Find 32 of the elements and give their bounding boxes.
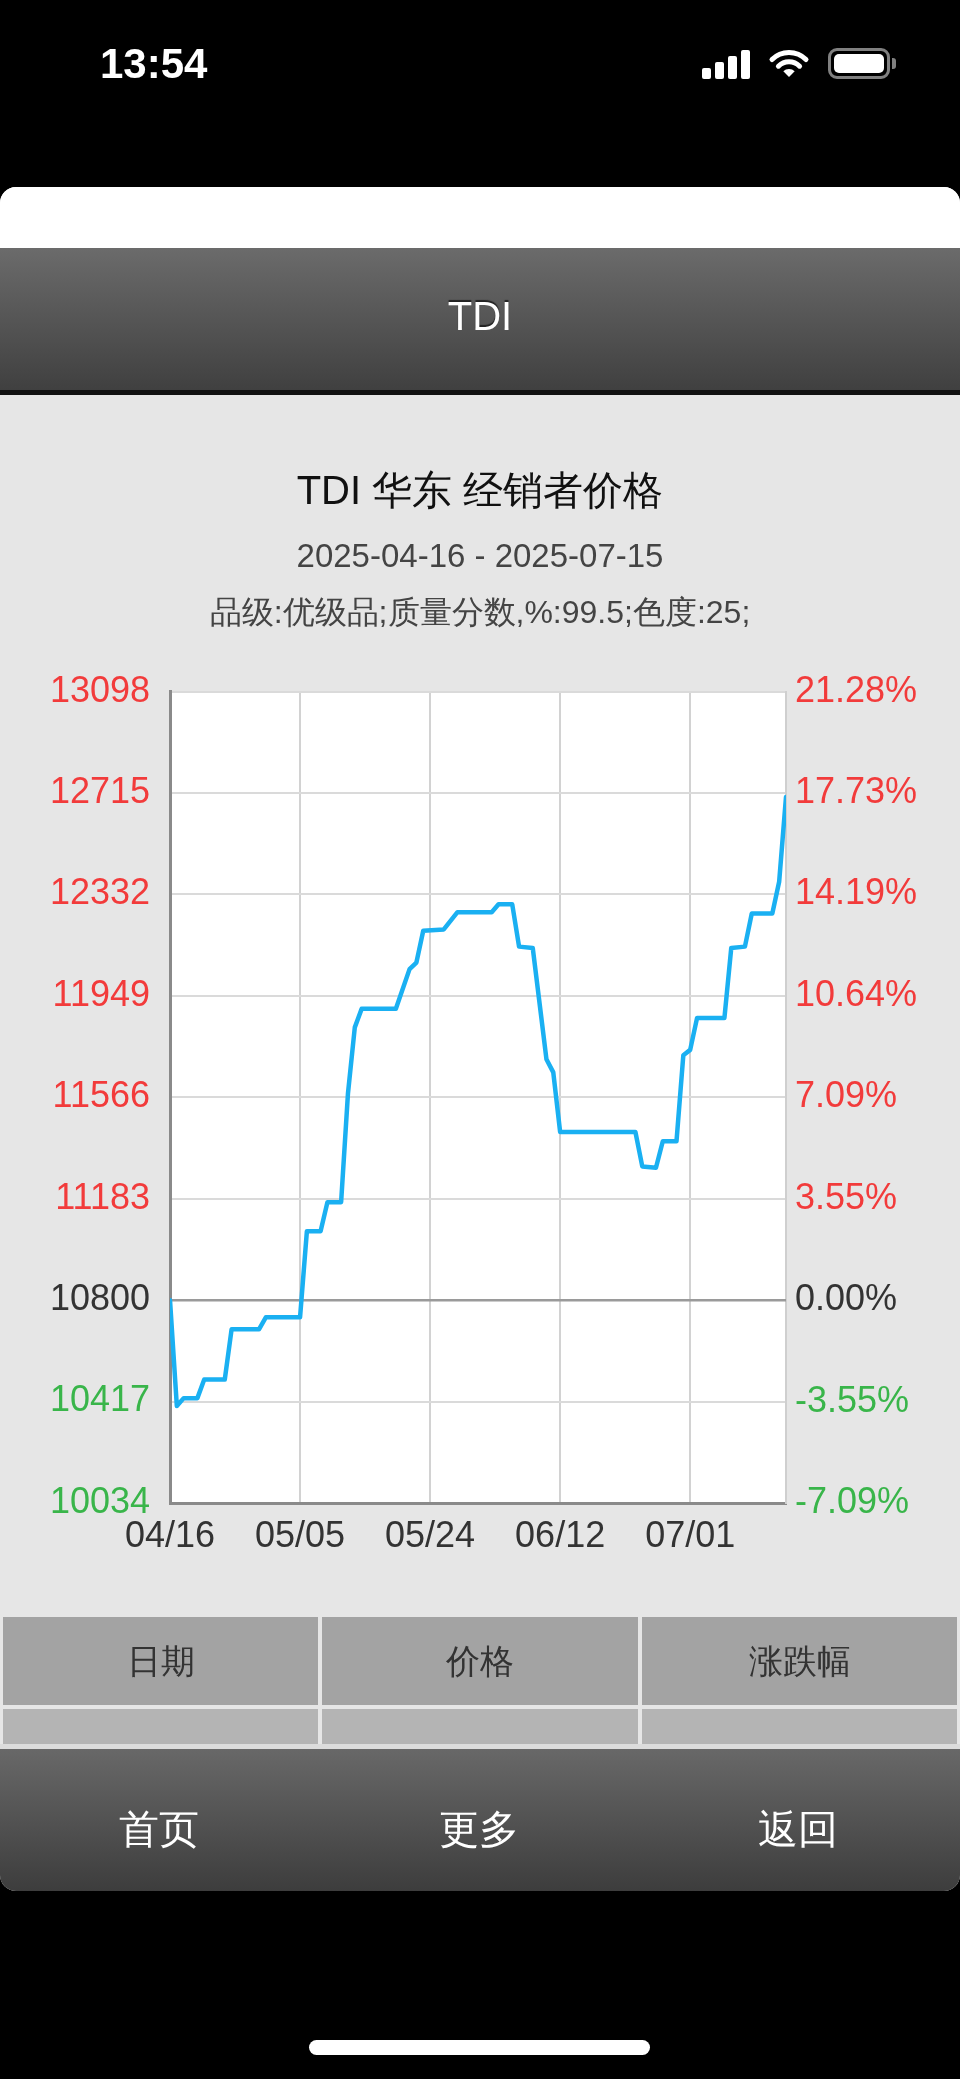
text: 日期 (3, 1617, 318, 1705)
text: 价格 (322, 1617, 638, 1705)
text: 13:54 (100, 40, 208, 88)
y-tick-label: 10800 (49, 1277, 150, 1319)
y2-tick-label: 17.73% (795, 770, 918, 812)
y2-tick-label: -3.55% (795, 1378, 910, 1420)
text: 首页 (118, 1806, 200, 1852)
y-tick-label: 11183 (55, 1175, 150, 1217)
y-tick-label: 12332 (49, 871, 150, 913)
x-tick-label: 05/05 (255, 1513, 346, 1555)
y-tick-label: 13098 (49, 668, 150, 710)
x-tick-label: 07/01 (645, 1513, 736, 1555)
text: TDI (446, 293, 514, 339)
y2-tick-label: 7.09% (795, 1074, 898, 1116)
x-tick-label: 06/12 (515, 1513, 606, 1555)
y2-tick-label: 14.19% (795, 871, 918, 913)
y-tick-label: 11949 (52, 972, 150, 1014)
y2-tick-label: -7.09% (795, 1479, 910, 1521)
text: 涨跌幅 (642, 1617, 957, 1705)
y-tick-label: 12715 (49, 769, 150, 811)
text: 更多 (438, 1806, 520, 1852)
y2-tick-label: 10.64% (795, 972, 918, 1014)
chart-title: TDI 华东 经销者价格 (295, 467, 665, 513)
text: 返回 (757, 1806, 839, 1852)
y-tick-label: 10417 (49, 1378, 150, 1420)
y2-tick-label: 0.00% (795, 1277, 898, 1319)
text: 品级:优级品;质量分数,%:99.5;色度:25; (208, 593, 752, 631)
x-tick-label: 05/24 (385, 1513, 476, 1555)
chart-subtitle: 2025-04-16 - 2025-07-15 (295, 536, 665, 576)
y-tick-label: 11566 (52, 1074, 150, 1116)
y2-tick-label: 21.28% (795, 668, 918, 710)
y2-tick-label: 3.55% (795, 1175, 898, 1217)
